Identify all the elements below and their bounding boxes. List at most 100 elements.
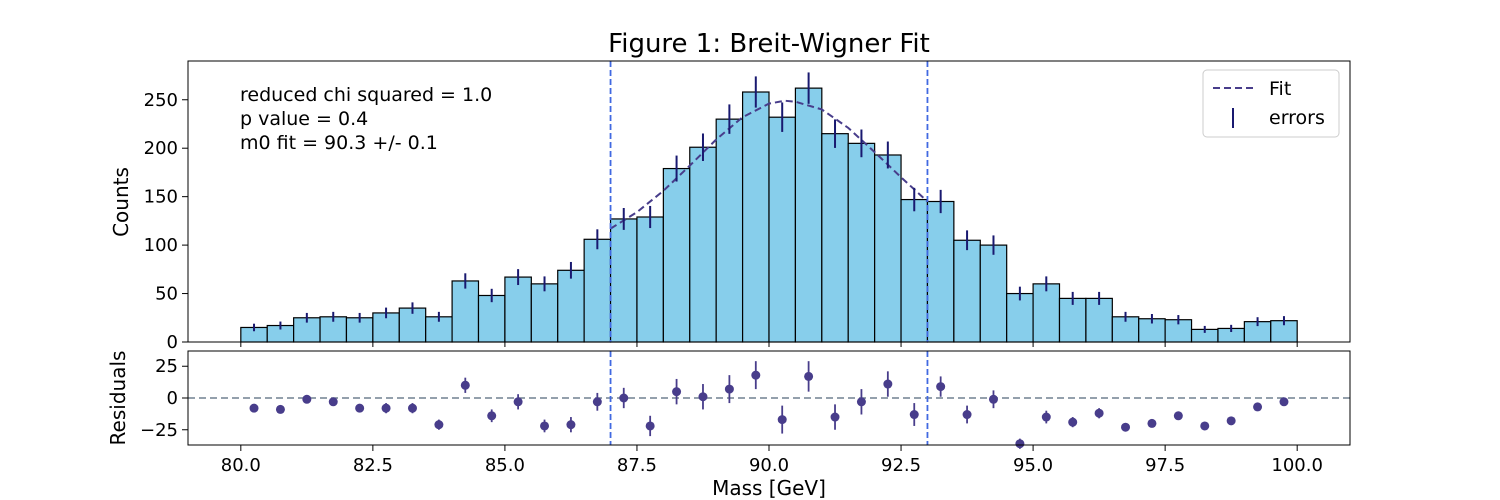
residual-point <box>407 403 417 413</box>
residual-point <box>1279 397 1289 407</box>
histogram-bar <box>1006 292 1034 343</box>
residual-point <box>751 370 761 380</box>
histogram-bar <box>583 238 612 343</box>
histogram-bar <box>1085 297 1113 343</box>
histogram-bar <box>953 239 981 343</box>
fit-curve <box>610 99 929 230</box>
residual-point <box>883 379 893 389</box>
histogram-bar <box>504 276 532 343</box>
histogram-bar <box>557 269 585 343</box>
annotation-p-value: p value = 0.4 <box>240 108 368 130</box>
residual-point <box>487 411 497 421</box>
x-tick-label: 90.0 <box>749 455 789 476</box>
residual-point <box>1226 416 1236 426</box>
histogram-bar <box>1058 297 1087 343</box>
residual-point <box>804 371 814 381</box>
histogram-bar <box>979 244 1008 343</box>
residual-point <box>434 420 444 430</box>
residual-point <box>1094 408 1104 418</box>
histogram-bar <box>900 198 929 343</box>
y-tick-label: 0 <box>167 388 178 409</box>
legend-errors-label: errors <box>1269 107 1325 129</box>
y-tick-label: 100 <box>144 235 178 256</box>
x-tick-label: 82.5 <box>353 455 393 476</box>
histogram-bar <box>821 133 849 343</box>
x-tick-label: 80.0 <box>221 455 261 476</box>
histogram-bar <box>926 200 955 343</box>
residual-point <box>1068 417 1078 427</box>
residual-point <box>513 397 523 407</box>
residual-point <box>909 410 919 420</box>
y-tick-label: 200 <box>144 138 178 159</box>
legend: Fit errors <box>1202 69 1340 138</box>
x-tick-label: 95.0 <box>1013 455 1053 476</box>
main-plot-panel: 0 50 100 150 200 250 Counts reduced chi squar… <box>109 60 1351 353</box>
residuals-plot-frame <box>187 350 1351 446</box>
residual-point <box>962 410 972 420</box>
y-tick-label: 0 <box>167 332 178 353</box>
y-tick-label: 50 <box>155 284 178 305</box>
residual-point <box>777 415 787 425</box>
residual-point <box>830 412 840 422</box>
y-tick-label: −25 <box>140 420 178 441</box>
histogram-bar <box>794 87 823 343</box>
residual-point <box>645 421 655 431</box>
x-tick-label: 85.0 <box>485 455 525 476</box>
residual-point <box>1015 439 1025 449</box>
histogram-bar <box>689 146 717 343</box>
x-tick-label: 100.0 <box>1271 455 1323 476</box>
histogram-bar <box>847 142 876 343</box>
annotation-chi-squared: reduced chi squared = 1.0 <box>240 84 492 106</box>
x-axis-label: Mass [GeV] <box>712 476 826 500</box>
residual-point <box>381 403 391 413</box>
legend-frame <box>1202 69 1340 138</box>
residual-point <box>988 394 998 404</box>
residual-point <box>724 384 734 394</box>
residual-point <box>1253 402 1263 412</box>
residual-point <box>275 404 285 414</box>
x-tick-label: 87.5 <box>617 455 657 476</box>
residual-point <box>592 397 602 407</box>
x-tick-label: 92.5 <box>881 455 921 476</box>
residual-point <box>936 382 946 392</box>
residual-point <box>328 397 338 407</box>
residual-point <box>355 403 365 413</box>
residual-point <box>672 387 682 397</box>
y-tick-label: 150 <box>144 187 178 208</box>
y-tick-label: 25 <box>155 356 178 377</box>
main-y-axis-label: Counts <box>109 167 133 237</box>
residual-point <box>1173 411 1183 421</box>
annotation-m0-fit: m0 fit = 90.3 +/- 0.1 <box>240 132 438 154</box>
histogram-bar <box>477 294 506 343</box>
histogram-bar <box>741 91 770 343</box>
residual-point <box>619 393 629 403</box>
histogram-bar <box>451 280 480 343</box>
residual-point <box>1041 412 1051 422</box>
y-tick-label: 250 <box>144 90 178 111</box>
residual-point <box>698 392 708 402</box>
chart-title: Figure 1: Breit-Wigner Fit <box>608 29 930 59</box>
residual-point <box>856 397 866 407</box>
residual-point <box>460 380 470 390</box>
histogram-bar <box>662 167 691 343</box>
histogram-bar <box>768 116 797 343</box>
residual-point <box>566 420 576 430</box>
residual-point <box>540 421 550 431</box>
residuals-plot-panel: −25 0 25 80.0 82.5 85.0 87.5 90.0 92.5 95.0 97.5 1… <box>106 342 1351 500</box>
residual-point <box>1200 421 1210 431</box>
histogram-bar <box>715 118 744 343</box>
residual-point <box>1147 418 1157 428</box>
legend-fit-label: Fit <box>1269 78 1291 100</box>
residual-point <box>1121 422 1131 432</box>
residual-point <box>302 394 312 404</box>
residuals-y-axis-label: Residuals <box>106 351 130 446</box>
stats-annotation: reduced chi squared = 1.0 p value = 0.4 … <box>240 84 492 154</box>
x-tick-label: 97.5 <box>1145 455 1185 476</box>
histogram-bar <box>636 216 664 343</box>
histogram-bar <box>530 283 559 343</box>
residual-point <box>249 403 259 413</box>
histogram-bar <box>609 218 638 343</box>
histogram-bar <box>1032 283 1061 343</box>
histogram-bar <box>874 154 902 343</box>
